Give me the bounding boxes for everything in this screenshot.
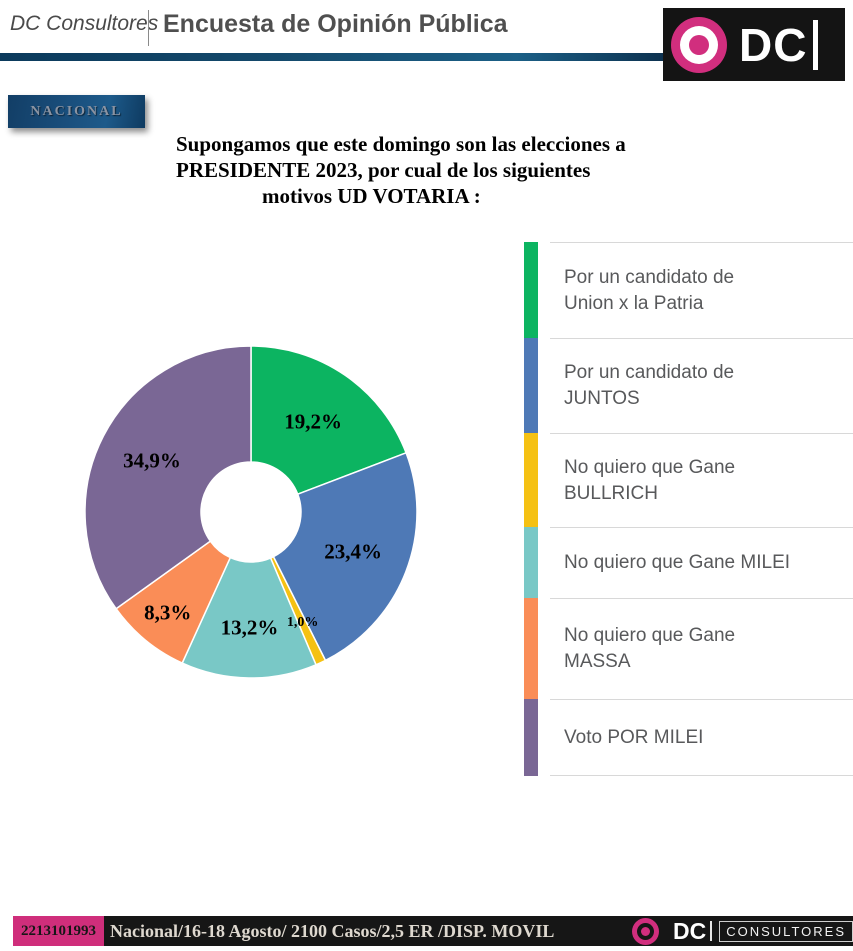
legend-label: Por un candidato de JUNTOS <box>550 338 853 433</box>
header-divider <box>148 10 149 46</box>
slice-label-5: 34,9% <box>123 448 181 473</box>
donut-slice-0 <box>250 345 408 496</box>
legend-label: No quiero que Gane MASSA <box>550 598 853 699</box>
dc-logo-ring-icon <box>671 16 727 73</box>
dc-logo-ring-white <box>680 25 718 64</box>
brand-name: DC Consultores <box>10 12 159 35</box>
slice-label-1: 23,4% <box>324 539 382 564</box>
donut-slice-5 <box>84 345 252 610</box>
legend-label: No quiero que Gane MILEI <box>550 527 853 598</box>
legend-color-bar <box>524 527 538 598</box>
legend-label: Por un candidato de Union x la Patria <box>550 242 853 338</box>
question-line-3: motivos UD VOTARIA : <box>262 184 481 208</box>
legend-label-line: Por un candidato de <box>564 362 735 383</box>
donut-slice-1 <box>272 451 418 662</box>
donut-slice-3 <box>181 556 317 679</box>
dc-logo-ring-core <box>689 34 709 55</box>
legend-color-bar <box>524 433 538 527</box>
legend-label-line: Voto POR MILEI <box>564 726 704 748</box>
legend-label-line: BULLRICH <box>564 482 658 504</box>
legend-label-line: No quiero que Gane <box>564 456 736 478</box>
legend-label-line: JUNTOS <box>564 388 640 409</box>
legend-item-2: No quiero que Gane BULLRICH <box>524 433 853 527</box>
legend-label-line: Por un candidato de <box>564 266 735 288</box>
slice-label-2: 1,0% <box>286 615 319 631</box>
legend-label-line: No quiero que Gane <box>564 625 736 646</box>
footer-bar: 2213101993 Nacional/16-18 Agosto/ 2100 C… <box>13 916 853 946</box>
slice-label-0: 19,2% <box>284 409 343 434</box>
page-title: Encuesta de Opinión Pública <box>163 10 508 38</box>
donut-chart: 19,2% 23,4% 1,0% 13,2% 8,3% 34,9% <box>84 345 418 679</box>
legend-item-0: Por un candidato de Union x la Patria <box>524 242 853 338</box>
legend-item-4: No quiero que Gane MASSA <box>524 598 853 699</box>
target-icon <box>632 917 659 945</box>
footer-logo-pipe <box>710 921 713 941</box>
legend-color-bar <box>524 242 538 338</box>
target-icon-ring <box>637 922 654 940</box>
legend-item-1: Por un candidato de JUNTOS <box>524 338 853 433</box>
question-line-2: PRESIDENTE 2023, por cual de los siguien… <box>176 158 591 182</box>
slice-label-3: 13,2% <box>220 615 279 640</box>
legend-color-bar <box>524 598 538 699</box>
legend-label-line: MASSA <box>564 651 631 672</box>
legend-item-5: Voto POR MILEI <box>524 699 853 776</box>
footer-logo-sub: CONSULTORES <box>719 920 853 942</box>
footer-code-badge: 2213101993 <box>13 916 104 946</box>
legend-label: No quiero que Gane BULLRICH <box>550 433 853 527</box>
legend-label-line: No quiero que Gane MILEI <box>564 552 791 573</box>
target-icon-core <box>641 926 650 936</box>
header-rule <box>0 53 663 61</box>
question-title: Supongamos que este domingo son las elec… <box>176 131 736 209</box>
legend-color-bar <box>524 699 538 776</box>
question-line-1: Supongamos que este domingo son las elec… <box>176 132 626 156</box>
dc-logo: DC <box>663 8 845 81</box>
scope-badge-label: NACIONAL <box>30 103 123 119</box>
donut-svg <box>84 345 418 679</box>
footer-meta-bar: Nacional/16-18 Agosto/ 2100 Casos/2,5 ER… <box>104 916 853 946</box>
legend-label-line: Union x la Patria <box>564 292 704 314</box>
scope-badge: NACIONAL <box>8 95 145 128</box>
dc-logo-cursor-bar <box>813 19 819 70</box>
legend-color-bar <box>524 338 538 433</box>
footer-logo-text: DC <box>673 917 707 944</box>
footer-logo: DC CONSULTORES <box>632 917 853 945</box>
legend-item-3: No quiero que Gane MILEI <box>524 527 853 598</box>
chart-legend: Por un candidato de Union x la Patria Por … <box>524 242 853 776</box>
dc-logo-text: DC <box>739 18 808 71</box>
legend-label: Voto POR MILEI <box>550 699 853 776</box>
slice-label-4: 8,3% <box>144 600 192 625</box>
footer-meta-text: Nacional/16-18 Agosto/ 2100 Casos/2,5 ER… <box>110 920 555 941</box>
